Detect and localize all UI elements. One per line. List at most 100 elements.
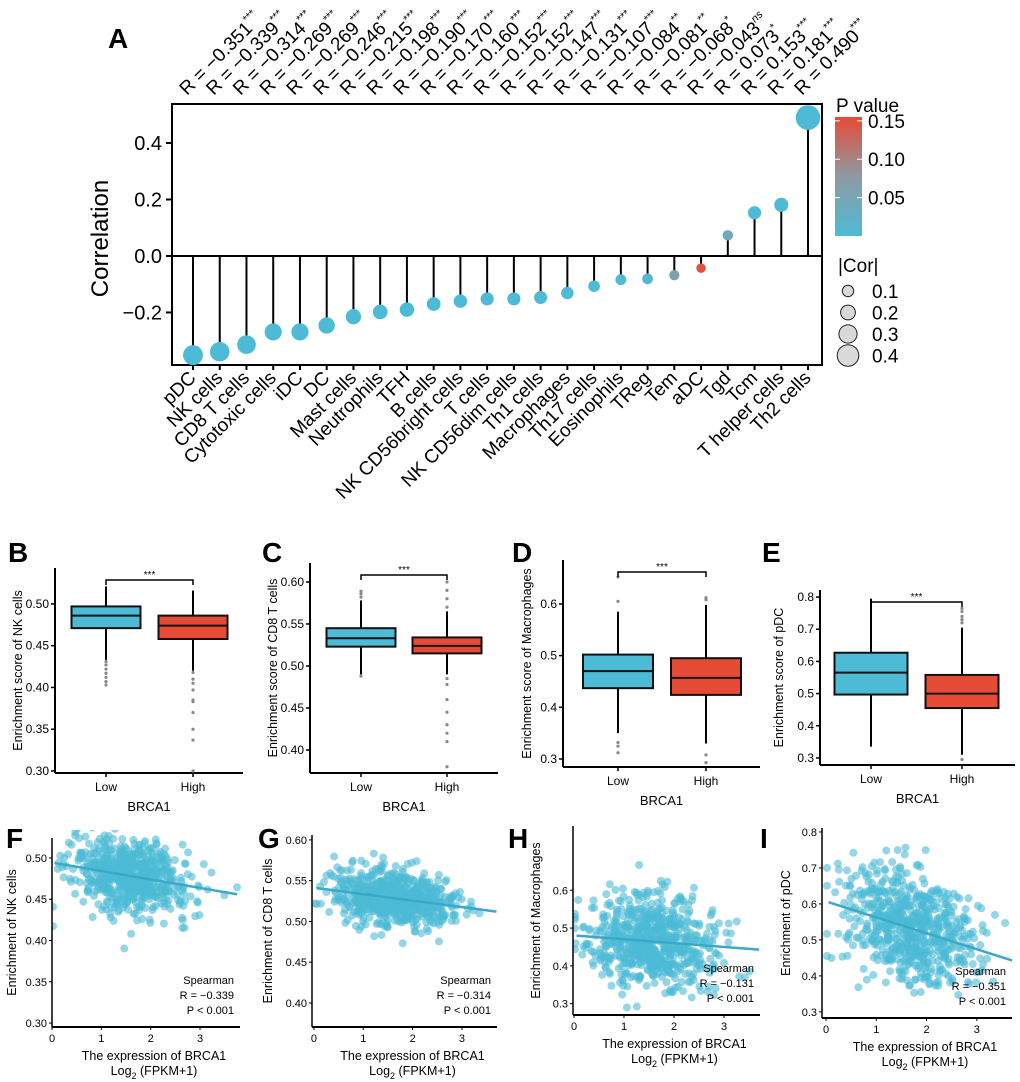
y-tick-label: 0.60 — [281, 575, 305, 589]
scatter-point — [967, 950, 976, 959]
scatter-point — [433, 903, 442, 912]
scatter-point — [946, 932, 955, 941]
p-value-colorbar — [835, 117, 862, 236]
scatter-point — [624, 908, 633, 917]
panel-label-F: F — [6, 823, 23, 854]
scatter-point — [348, 911, 357, 920]
scatter-point — [961, 905, 970, 914]
scatter-point — [823, 881, 832, 890]
y-tick-label: 0.50 — [286, 916, 307, 928]
outlier-point — [359, 589, 363, 593]
scatter-point — [407, 858, 416, 867]
stat-method: Spearman — [440, 975, 491, 987]
y-tick-label: 0.0 — [134, 246, 162, 268]
scatter-point — [944, 955, 953, 964]
scatter-point — [72, 822, 80, 830]
y-tick-label: 0.60 — [286, 835, 307, 847]
scatter-point — [376, 888, 385, 897]
outlier-point — [445, 723, 449, 727]
scatter-point — [620, 953, 629, 962]
scatter-point — [617, 904, 626, 913]
scatter-point — [604, 927, 613, 936]
scatter-point — [98, 850, 107, 859]
scatter-point — [124, 859, 133, 868]
scatter-point — [684, 900, 693, 909]
x-tick-label: 3 — [459, 1033, 465, 1045]
scatter-point — [928, 920, 937, 929]
scatter-point — [977, 904, 986, 913]
y-tick-label: 0.45 — [26, 894, 47, 906]
scatter-point — [684, 977, 693, 986]
scatter-point — [934, 924, 943, 933]
scatter-point — [843, 951, 852, 960]
outlier-point — [359, 595, 363, 599]
outlier-point — [960, 757, 964, 762]
scatter-point — [346, 874, 355, 883]
outlier-point — [960, 609, 964, 614]
box-high — [924, 673, 1000, 710]
legend-p-title: P value — [836, 96, 899, 117]
outlier-point — [191, 700, 195, 704]
scatter-point — [180, 923, 189, 932]
scatter-point — [614, 964, 623, 973]
scatter-point — [120, 842, 129, 851]
y-tick-label: 0.5 — [540, 649, 557, 663]
scatter-point — [375, 878, 384, 887]
regression-line — [316, 886, 497, 913]
scatter-point — [148, 905, 157, 914]
y-tick-label: 0.40 — [26, 936, 47, 948]
panel-label-G: G — [258, 823, 280, 854]
scatter-point — [111, 830, 119, 833]
scatter-point — [648, 932, 657, 941]
x-tick-label: High — [435, 780, 460, 794]
scatter-point — [138, 915, 147, 924]
scatter-point — [106, 884, 115, 893]
colorbar-label: 0.05 — [868, 189, 905, 210]
lollipop-point — [507, 292, 521, 306]
y-tick-label: 0.40 — [286, 998, 307, 1010]
scatter-point — [402, 913, 411, 922]
y-tick-label: 0.8 — [797, 590, 814, 604]
scatter-point — [364, 885, 373, 894]
scatter-point — [181, 859, 190, 868]
scatter-point — [983, 954, 992, 963]
scatter-point — [397, 875, 406, 884]
scatter-point — [363, 905, 372, 914]
scatter-point — [662, 906, 671, 915]
scatter-point — [888, 857, 897, 866]
x-tick-label: 2 — [410, 1033, 416, 1045]
y-tick-label: 0.6 — [797, 654, 814, 668]
scatter-point — [647, 899, 656, 908]
scatter-point — [634, 930, 643, 939]
scatter-point — [964, 929, 973, 938]
scatter-point — [618, 921, 627, 930]
x-tick-label: Low — [860, 772, 882, 786]
y-tick-label: 0.5 — [553, 923, 568, 935]
scatter-point — [148, 869, 157, 878]
y-tick-label: 0.55 — [286, 876, 307, 888]
scatter-point — [100, 838, 109, 847]
x-tick-label: 0 — [49, 1033, 55, 1045]
scatter-point — [602, 921, 611, 930]
scatter-point — [897, 887, 906, 896]
panel-a-frame — [171, 103, 823, 366]
y-tick-label: 0.4 — [540, 700, 557, 714]
scatter-point — [417, 929, 426, 938]
scatter-point — [658, 880, 667, 889]
lollipop-point — [480, 292, 494, 306]
scatter-point — [606, 902, 615, 911]
x-tick-label: 2 — [671, 1021, 677, 1033]
scatter-point — [573, 939, 580, 948]
outlier-point — [104, 671, 108, 675]
lollipop-point — [426, 297, 441, 311]
lollipop-point — [209, 341, 230, 362]
scatter-point — [595, 948, 604, 957]
scatter-point — [109, 916, 118, 925]
stat-method: Spearman — [703, 963, 754, 975]
scatter-point — [187, 872, 196, 881]
scatter-point — [387, 869, 396, 878]
scatter-point — [662, 978, 671, 987]
scatter-point — [424, 927, 433, 936]
scatter-point — [864, 877, 873, 886]
scatter-point — [395, 917, 404, 926]
